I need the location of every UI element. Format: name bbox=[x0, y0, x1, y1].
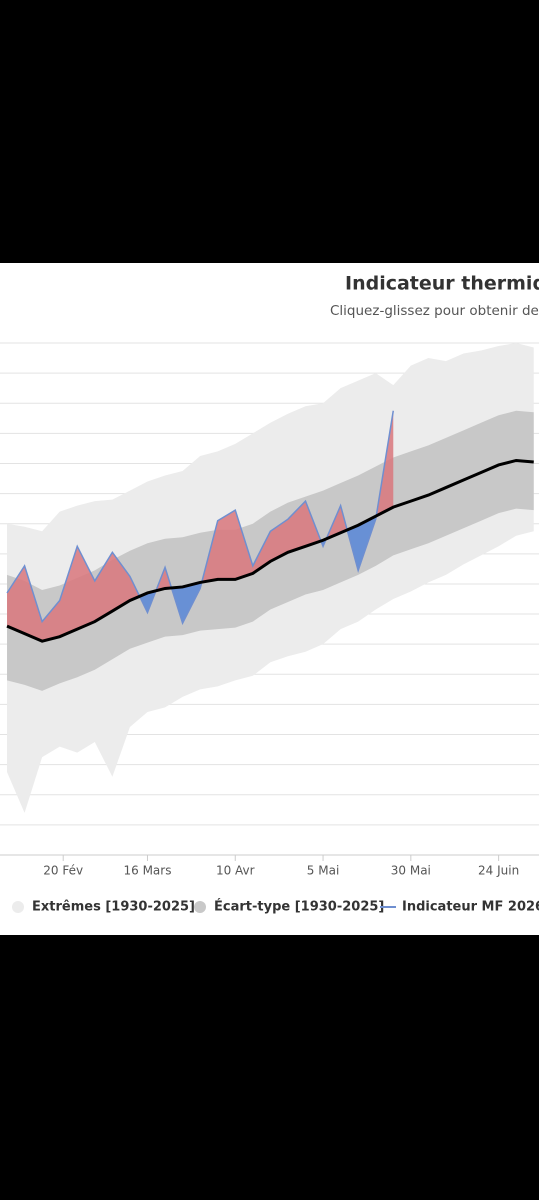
legend-label: Indicateur MF 2026 bbox=[402, 900, 539, 915]
reference-line bbox=[6, 458, 534, 643]
x-tick-label: 5 Mai bbox=[307, 864, 340, 878]
legend-label: Écart-type [1930-2025] bbox=[214, 899, 384, 915]
x-tick-label: 20 Fév bbox=[43, 864, 83, 878]
chart-subtitle: Cliquez-glissez pour obtenir des bbox=[330, 303, 539, 319]
anomaly-above bbox=[7, 410, 394, 642]
x-tick-label: 16 Mars bbox=[123, 864, 171, 878]
x-tick-label: 30 Mai bbox=[391, 864, 431, 878]
indicator-line bbox=[6, 410, 395, 626]
legend-marker bbox=[12, 901, 24, 913]
x-tick-label: 24 Juin bbox=[478, 864, 519, 878]
chart-title: Indicateur thermiqu bbox=[345, 273, 539, 295]
x-tick-label: 10 Avr bbox=[216, 864, 255, 878]
legend-label: Extrêmes [1930-2025] bbox=[32, 900, 195, 915]
legend: Extrêmes [1930-2025] Écart-type [1930-202… bbox=[12, 899, 539, 915]
x-axis: 20 Fév 16 Mars 10 Avr 5 Mai 30 Mai 24 Juin bbox=[0, 854, 539, 878]
plot-area bbox=[6, 343, 534, 813]
legend-marker bbox=[194, 901, 206, 913]
